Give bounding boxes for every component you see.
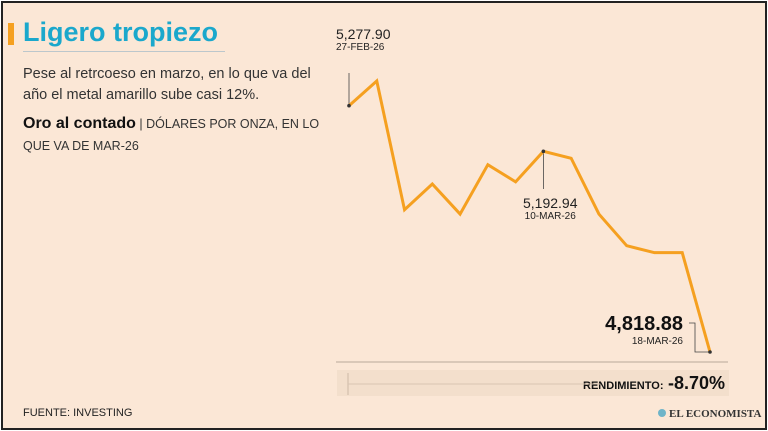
data-point bbox=[347, 103, 351, 108]
performance-band bbox=[337, 370, 729, 396]
title-divider bbox=[23, 51, 225, 52]
annotation-start-value: 5,277.90 bbox=[336, 26, 391, 42]
annotation-end-date: 18-MAR-26 bbox=[631, 336, 683, 347]
source: FUENTE: INVESTING bbox=[23, 407, 133, 419]
logo-globe-icon bbox=[658, 409, 666, 417]
line-chart bbox=[336, 73, 728, 395]
chart-subtitle: Pese al retrcoeso en marzo, en lo que va… bbox=[23, 66, 311, 103]
performance: RENDIMIENTO: -8.70% bbox=[583, 373, 725, 394]
annotation-start: 5,277.90 27-FEB-26 bbox=[336, 26, 391, 53]
series-line bbox=[348, 78, 712, 353]
performance-label: RENDIMIENTO: bbox=[583, 380, 664, 392]
series-name: Oro al contado bbox=[23, 115, 136, 132]
logo: EL ECONOMISTA bbox=[658, 408, 761, 420]
logo-text: EL ECONOMISTA bbox=[669, 408, 762, 420]
annotation-start-date: 27-FEB-26 bbox=[336, 42, 385, 53]
annotation-mid-date: 10-MAR-26 bbox=[524, 211, 576, 222]
annotation-mid-value: 5,192.94 bbox=[523, 195, 578, 211]
annotation-end-value: 4,818.88 bbox=[605, 313, 683, 335]
performance-value: -8.70% bbox=[667, 373, 725, 393]
separator: | bbox=[139, 117, 143, 131]
series-units: DÓLARES POR ONZA, EN LO QUE VA DE MAR-26 bbox=[23, 117, 320, 153]
annotation-end: 4,818.88 18-MAR-26 bbox=[605, 313, 683, 347]
annotation-mid: 5,192.94 10-MAR-26 bbox=[523, 195, 578, 222]
title-accent-bar bbox=[8, 23, 14, 45]
chart-title: Ligero tropiezo bbox=[23, 17, 218, 47]
leader-end bbox=[689, 322, 710, 353]
data-point bbox=[541, 149, 546, 154]
series-title: Oro al contado | DÓLARES POR ONZA, EN LO… bbox=[23, 113, 323, 157]
data-point bbox=[708, 350, 712, 354]
